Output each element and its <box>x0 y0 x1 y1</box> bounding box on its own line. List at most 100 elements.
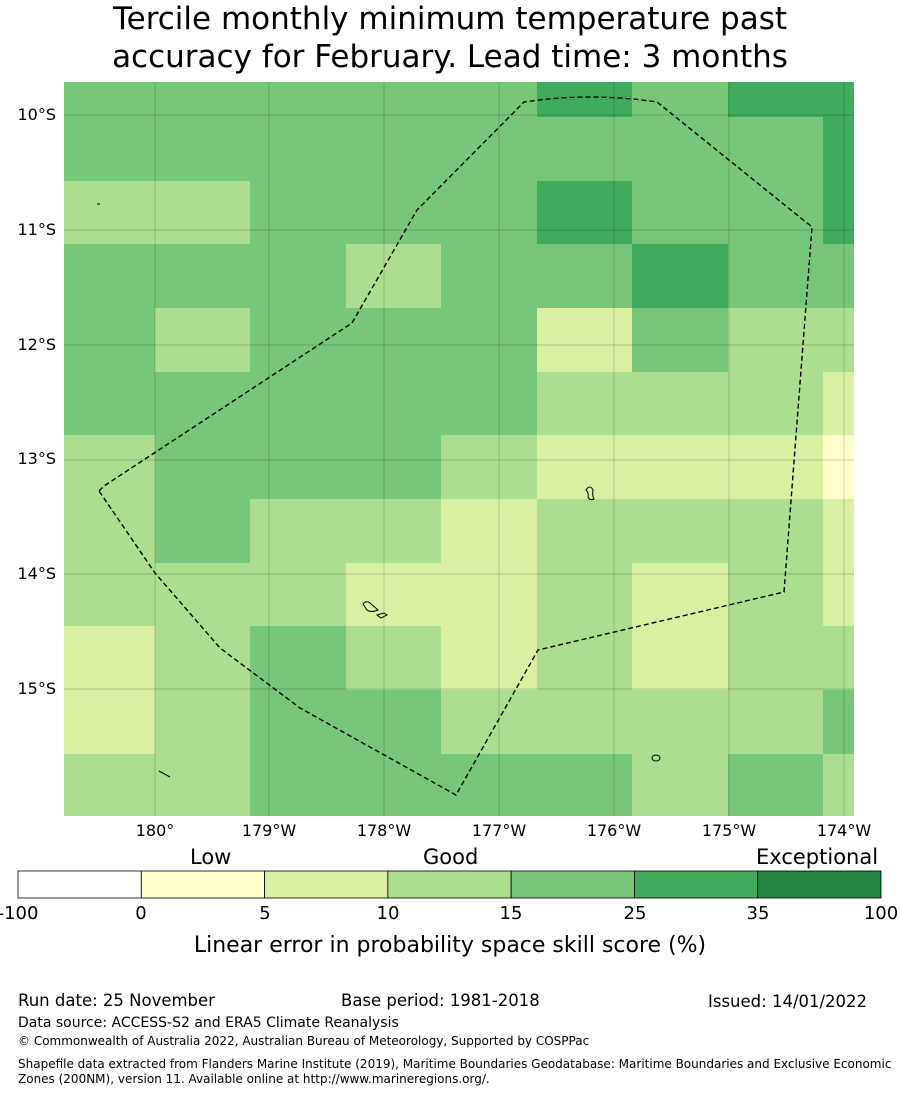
lat-label-14s: 14°S <box>17 564 56 583</box>
skill-cell <box>250 181 346 244</box>
skill-cell <box>346 499 441 563</box>
skill-cell <box>632 499 728 563</box>
skill-cell <box>823 499 854 563</box>
skill-cell <box>728 308 823 372</box>
copyright: © Commonwealth of Australia 2022, Austra… <box>18 1034 590 1048</box>
run-date: Run date: 25 November <box>18 991 215 1010</box>
skill-cell <box>728 82 823 117</box>
skill-cell <box>823 563 854 626</box>
skill-cell <box>155 754 250 816</box>
lat-label-15s: 15°S <box>17 679 56 698</box>
skill-cell <box>728 690 823 754</box>
skill-cell <box>441 181 537 244</box>
skill-cell <box>250 308 346 372</box>
skill-cell <box>823 626 854 690</box>
category-low: Low <box>190 845 232 869</box>
skill-cell <box>155 82 250 117</box>
skill-cell <box>441 499 537 563</box>
skill-cell <box>346 82 441 117</box>
cbar-tick: 0 <box>135 903 147 924</box>
skill-cell <box>250 372 346 435</box>
skill-cell <box>537 372 632 435</box>
island-upolu <box>375 612 388 619</box>
skill-cell <box>441 372 537 435</box>
skill-cell <box>823 754 854 816</box>
cbar-tick: -100 <box>0 903 39 924</box>
skill-cell <box>537 435 632 499</box>
eez-boundary <box>98 96 813 796</box>
title-line-1: Tercile monthly minimum temperature past <box>112 1 788 37</box>
skill-cell <box>250 563 346 626</box>
base-period: Base period: 1981-2018 <box>341 991 540 1010</box>
skill-cell <box>250 499 346 563</box>
island-rose <box>651 754 661 762</box>
skill-cell <box>250 626 346 690</box>
skill-cell <box>346 626 441 690</box>
colorbar-segment <box>634 870 759 899</box>
skill-cell <box>64 244 155 308</box>
skill-cell <box>632 754 728 816</box>
map-title: Tercile monthly minimum temperature past… <box>0 0 900 76</box>
skill-cell <box>823 372 854 435</box>
skill-cell <box>250 435 346 499</box>
cbar-tick: 35 <box>746 903 770 924</box>
skill-cell <box>155 563 250 626</box>
island-savaii <box>362 601 379 612</box>
skill-cell <box>155 626 250 690</box>
skill-cell <box>64 690 155 754</box>
skill-cell <box>537 563 632 626</box>
skill-cell <box>728 117 823 181</box>
skill-cell <box>346 435 441 499</box>
skill-cell <box>155 435 250 499</box>
skill-cell <box>64 181 155 244</box>
skill-cell <box>823 244 854 308</box>
shapefile-credit-2: Zones (200NM), version 11. Available onl… <box>18 1072 490 1086</box>
skill-cell <box>728 181 823 244</box>
skill-cell <box>537 754 632 816</box>
title-line-2: accuracy for February. Lead time: 3 mont… <box>112 39 788 75</box>
skill-cell <box>632 372 728 435</box>
skill-cell <box>441 435 537 499</box>
lat-label-13s: 13°S <box>17 449 56 468</box>
cbar-tick: 25 <box>623 903 647 924</box>
lat-label-11s: 11°S <box>17 220 56 239</box>
skill-cell <box>632 690 728 754</box>
skill-cell <box>537 181 632 244</box>
skill-cell <box>537 499 632 563</box>
skill-cell <box>823 690 854 754</box>
skill-cell <box>441 308 537 372</box>
skill-cell <box>346 308 441 372</box>
skill-cell <box>441 690 537 754</box>
skill-cell <box>823 435 854 499</box>
skill-cell <box>632 244 728 308</box>
skill-cell <box>250 690 346 754</box>
skill-cell <box>250 754 346 816</box>
skill-cell <box>346 690 441 754</box>
skill-cell <box>155 372 250 435</box>
colorbar-segment <box>140 870 265 899</box>
skill-cell <box>346 244 441 308</box>
lat-label-10s: 10°S <box>17 105 56 124</box>
data-source: Data source: ACCESS-S2 and ERA5 Climate … <box>18 1015 399 1031</box>
skill-cell <box>64 372 155 435</box>
cbar-tick: 15 <box>499 903 523 924</box>
skill-cell <box>250 117 346 181</box>
skill-cell <box>632 181 728 244</box>
skill-cell <box>728 372 823 435</box>
lon-label-176w: 176°W <box>586 821 642 840</box>
skill-cell <box>823 308 854 372</box>
skill-cell <box>346 181 441 244</box>
lon-label-179w: 179°W <box>241 821 297 840</box>
skill-cell <box>537 690 632 754</box>
skill-cell <box>632 626 728 690</box>
islands <box>97 203 661 778</box>
skill-cell <box>537 244 632 308</box>
skill-cell <box>155 181 250 244</box>
skill-cell <box>728 435 823 499</box>
skill-cell <box>823 82 854 117</box>
skill-cell <box>632 117 728 181</box>
skill-cell <box>64 563 155 626</box>
graticule <box>64 82 854 816</box>
skill-cell <box>346 754 441 816</box>
